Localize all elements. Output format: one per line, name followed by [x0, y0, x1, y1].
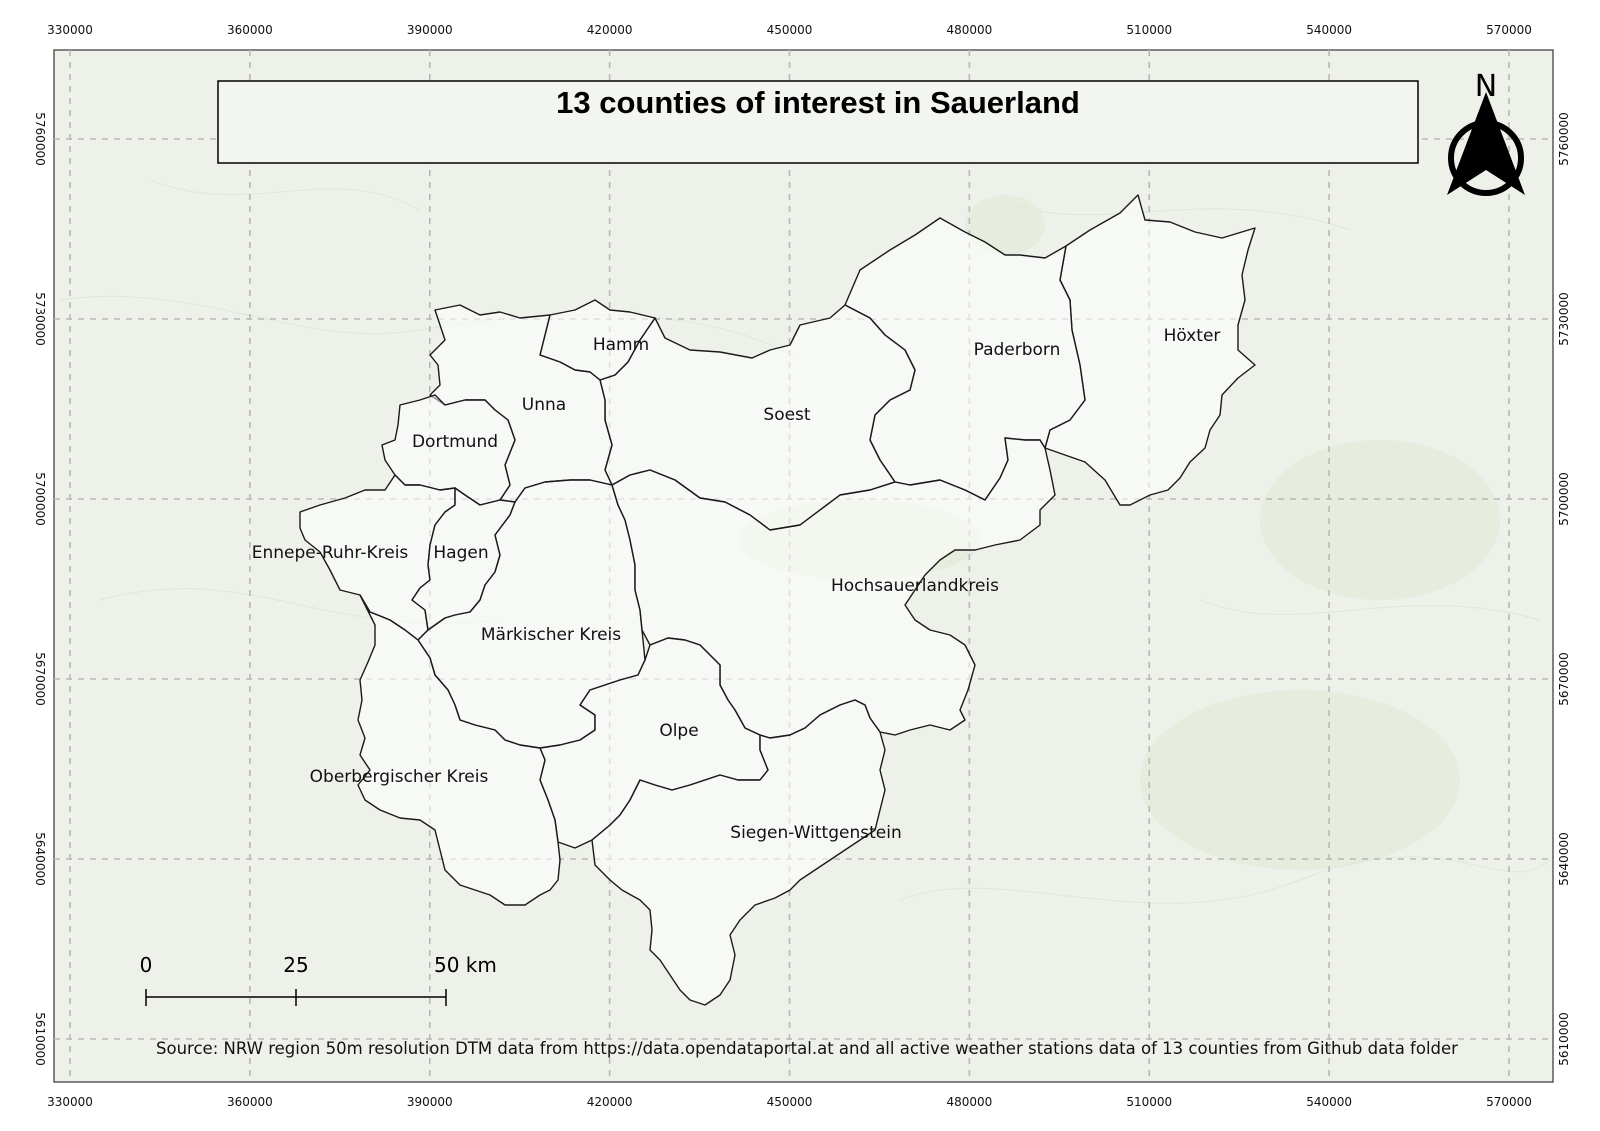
north-arrow-right — [1486, 92, 1525, 195]
tick-right-5640000: 5640000 — [1557, 832, 1571, 885]
scale-label-25: 25 — [283, 953, 308, 977]
tick-bottom-540000: 540000 — [1306, 1095, 1352, 1109]
label-siegen: Siegen-Wittgenstein — [730, 823, 901, 843]
tick-right-5760000: 5760000 — [1557, 112, 1571, 165]
tick-left-5610000: 5610000 — [33, 1012, 47, 1065]
label-ennepe: Ennepe-Ruhr-Kreis — [252, 543, 409, 563]
tick-left-5700000: 5700000 — [33, 472, 47, 525]
county-boundaries — [299, 194, 1256, 1006]
tick-top-390000: 390000 — [407, 23, 453, 37]
source-caption: Source: NRW region 50m resolution DTM da… — [156, 1039, 1458, 1058]
tick-right-5700000: 5700000 — [1557, 472, 1571, 525]
county-labels: Hamm Unna Dortmund Soest Paderborn Höxte… — [252, 326, 1221, 843]
tick-right-5670000: 5670000 — [1557, 652, 1571, 705]
tick-bottom-330000: 330000 — [47, 1095, 93, 1109]
tick-top-420000: 420000 — [587, 23, 633, 37]
tick-top-540000: 540000 — [1306, 23, 1352, 37]
tick-bottom-570000: 570000 — [1486, 1095, 1532, 1109]
label-oberbergischer: Oberbergischer Kreis — [310, 767, 489, 787]
tick-bottom-510000: 510000 — [1126, 1095, 1172, 1109]
tick-left-5640000: 5640000 — [33, 832, 47, 885]
tick-left-5730000: 5730000 — [33, 292, 47, 345]
tick-top-450000: 450000 — [767, 23, 813, 37]
label-olpe: Olpe — [659, 721, 698, 741]
label-hoexter: Höxter — [1164, 326, 1221, 346]
label-paderborn: Paderborn — [974, 340, 1061, 360]
tick-right-5730000: 5730000 — [1557, 292, 1571, 345]
label-dortmund: Dortmund — [412, 432, 498, 452]
scale-label-50: 50 km — [434, 953, 497, 977]
tick-bottom-480000: 480000 — [946, 1095, 992, 1109]
label-unna: Unna — [522, 395, 566, 415]
north-arrow-left — [1447, 92, 1486, 195]
tick-left-5760000: 5760000 — [33, 112, 47, 165]
title-box — [217, 80, 1419, 164]
tick-bottom-450000: 450000 — [767, 1095, 813, 1109]
label-hamm: Hamm — [593, 335, 649, 355]
tick-right-5610000: 5610000 — [1557, 1012, 1571, 1065]
county-shape-oberbergischer[interactable] — [357, 594, 561, 906]
tick-top-360000: 360000 — [227, 23, 273, 37]
county-shape-siegen[interactable] — [591, 699, 886, 1006]
label-hochsauerland: Hochsauerlandkreis — [831, 576, 999, 596]
scale-bar: 0 25 50 km — [140, 953, 497, 1006]
tick-top-510000: 510000 — [1126, 23, 1172, 37]
label-soest: Soest — [763, 405, 811, 425]
tick-left-5670000: 5670000 — [33, 652, 47, 705]
tick-top-330000: 330000 — [47, 23, 93, 37]
north-arrow: N — [1447, 69, 1525, 196]
tick-top-570000: 570000 — [1486, 23, 1532, 37]
label-maerkischer: Märkischer Kreis — [481, 625, 621, 645]
tick-bottom-390000: 390000 — [407, 1095, 453, 1109]
tick-bottom-420000: 420000 — [587, 1095, 633, 1109]
north-label: N — [1475, 69, 1497, 104]
label-hagen: Hagen — [433, 543, 488, 563]
map-title: 13 counties of interest in Sauerland — [556, 85, 1080, 120]
scale-label-0: 0 — [140, 953, 153, 977]
coordinate-ticks: 330000 330000 360000 360000 390000 390000 4200… — [33, 23, 1571, 1109]
tick-top-480000: 480000 — [946, 23, 992, 37]
tick-bottom-360000: 360000 — [227, 1095, 273, 1109]
